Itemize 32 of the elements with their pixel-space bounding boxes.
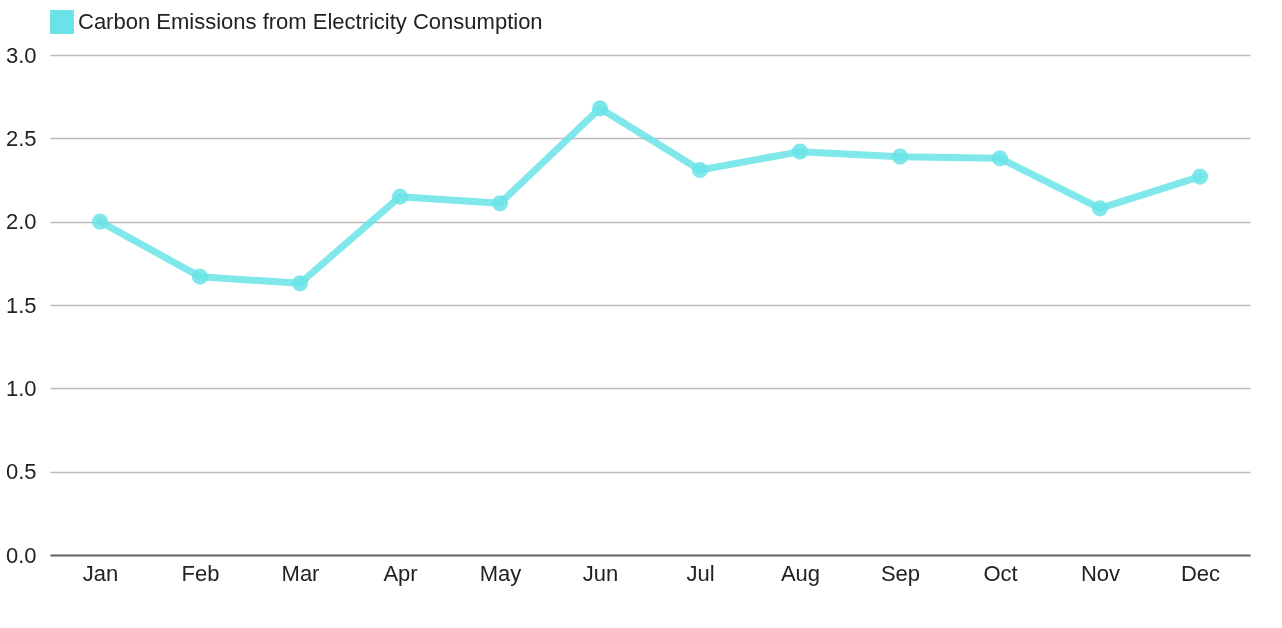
y-tick-label: 0.0 bbox=[5, 542, 37, 568]
point bbox=[291, 275, 309, 292]
x-tick-label: Oct bbox=[983, 560, 1018, 586]
y-tick-label: 0.5 bbox=[5, 459, 37, 485]
x-tick-label: Apr bbox=[383, 560, 418, 586]
x-tick-label: Dec bbox=[1180, 560, 1221, 586]
y-tick-label: 3.0 bbox=[5, 42, 37, 68]
x-tick-label: Nov bbox=[1080, 560, 1121, 586]
point bbox=[891, 148, 909, 165]
y-tick-label: 1.5 bbox=[5, 292, 37, 318]
point bbox=[991, 150, 1009, 167]
y-tick-label: 1.0 bbox=[5, 375, 37, 401]
x-tick-label: Feb bbox=[181, 560, 220, 586]
legend-label: Carbon Emissions from Electricity Consumption bbox=[78, 9, 543, 34]
x-tick-label: May bbox=[479, 560, 522, 586]
point bbox=[491, 195, 509, 212]
y-tick-label: 2.5 bbox=[5, 125, 37, 151]
point bbox=[1091, 200, 1109, 217]
x-tick-label: Jul bbox=[686, 560, 715, 586]
x-tick-label: Mar bbox=[281, 560, 320, 586]
point bbox=[391, 188, 409, 205]
y-tick-label: 2.0 bbox=[5, 209, 37, 235]
point bbox=[691, 161, 709, 179]
point bbox=[191, 268, 209, 285]
point bbox=[591, 100, 609, 117]
x-tick-label: Jun bbox=[582, 560, 619, 586]
x-tick-label: Jan bbox=[82, 560, 119, 586]
x-tick-label: Sep bbox=[880, 560, 921, 586]
point bbox=[91, 213, 109, 230]
point bbox=[1191, 168, 1209, 185]
x-tick-label: Aug bbox=[780, 560, 821, 586]
point bbox=[791, 143, 809, 160]
